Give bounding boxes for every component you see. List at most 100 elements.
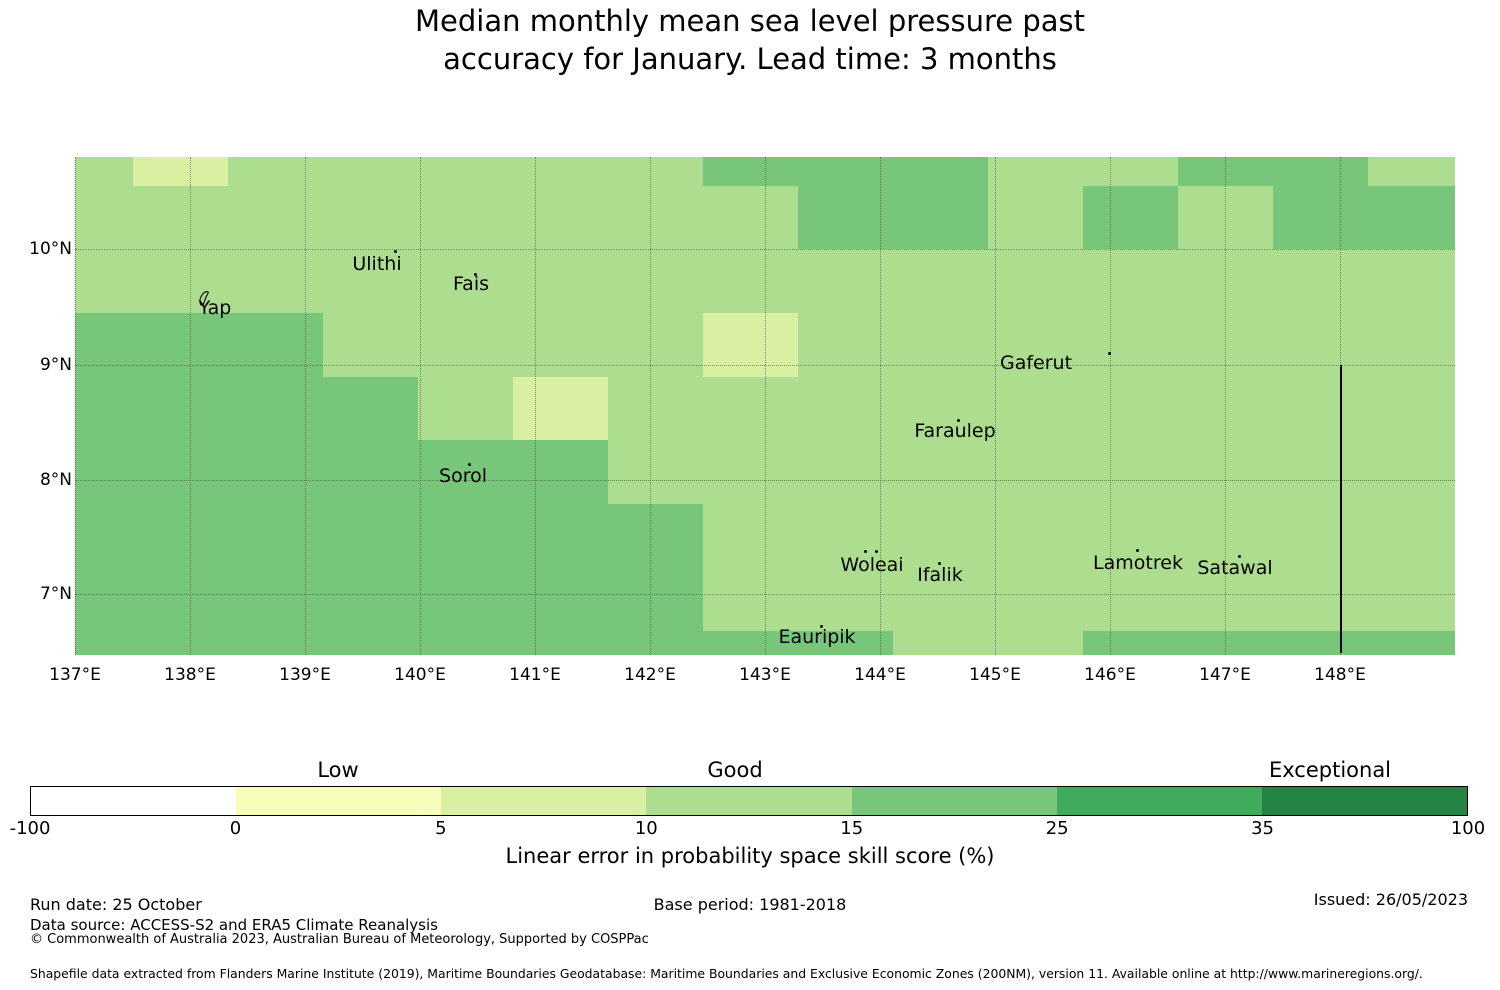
skill-score-map: Ulithi Fais Yap Gaferut Faraulep Sorol Woleai I… [75, 157, 1455, 655]
chart-title-line1: Median monthly mean sea level pressure p… [415, 4, 1085, 38]
map-cell [513, 440, 608, 504]
map-cell [418, 249, 513, 313]
map-cell [228, 567, 323, 631]
longitude-gridline [880, 157, 881, 655]
island-label-yap: Yap [198, 297, 232, 319]
map-cell [323, 157, 418, 186]
map-cell [133, 313, 228, 377]
map-cell [323, 249, 418, 313]
map-cell [133, 186, 228, 249]
map-cell [893, 313, 988, 377]
x-tick-label: 138°E [164, 665, 216, 685]
latitude-gridline [75, 249, 1455, 250]
map-cell [798, 313, 893, 377]
map-cell [228, 440, 323, 504]
x-tick-label: 148°E [1314, 665, 1366, 685]
y-tick-label: 10°N [29, 239, 72, 259]
map-cell [1368, 504, 1455, 567]
map-cell [798, 186, 893, 249]
longitude-gridline [995, 157, 996, 655]
island-marker-woleai [875, 550, 878, 553]
map-cell [798, 157, 893, 186]
longitude-gridline [1225, 157, 1226, 655]
map-cell [703, 186, 798, 249]
map-cell [323, 631, 418, 655]
map-cell [798, 440, 893, 504]
colorbar-segment [236, 787, 442, 815]
map-cell [323, 504, 418, 567]
map-cell [513, 504, 608, 567]
map-cell [418, 313, 513, 377]
map-cell [323, 186, 418, 249]
island-marker-eauripik [820, 625, 823, 628]
map-cell [1083, 631, 1178, 655]
map-cell [893, 440, 988, 504]
y-tick-label: 9°N [39, 355, 72, 375]
colorbar-segment [31, 787, 237, 815]
shapefile-note-text: Shapefile data extracted from Flanders M… [30, 966, 1423, 981]
latitude-gridline [75, 365, 1455, 366]
map-cell [703, 567, 798, 631]
map-cell [75, 249, 133, 313]
x-tick-label: 139°E [279, 665, 331, 685]
data-source-text: Data source: ACCESS-S2 and ERA5 Climate … [30, 916, 438, 934]
map-cell [798, 377, 893, 440]
island-marker-woleai [864, 550, 867, 553]
longitude-gridline [305, 157, 306, 655]
colorbar-tick-label: 35 [1251, 818, 1275, 839]
colorbar-tick-label: 10 [634, 818, 658, 839]
island-marker-sorol [468, 463, 471, 466]
map-cell [1083, 186, 1178, 249]
issued-date-text: Issued: 26/05/2023 [1313, 890, 1468, 909]
map-cell [988, 567, 1083, 631]
island-outline-yap [197, 290, 213, 312]
map-cell [988, 377, 1083, 440]
map-cell [608, 186, 703, 249]
longitude-gridline [1110, 157, 1111, 655]
island-label-sorol: Sorol [439, 465, 487, 487]
island-label-gaferut: Gaferut [999, 352, 1073, 374]
map-cell [1083, 504, 1178, 567]
map-cell [133, 157, 228, 186]
island-label-woleai: Woleai [840, 554, 904, 576]
map-cell [1083, 567, 1178, 631]
map-cell [1273, 440, 1368, 504]
map-cell [988, 157, 1083, 186]
map-cell [228, 631, 323, 655]
map-cell [893, 377, 988, 440]
colorbar-segment [646, 787, 852, 815]
map-cell [1368, 249, 1455, 313]
island-marker-fais [474, 273, 477, 276]
map-cell [703, 157, 798, 186]
colorbar-category-good: Good [707, 758, 763, 782]
map-cell [988, 440, 1083, 504]
map-cell [703, 504, 798, 567]
x-tick-label: 144°E [854, 665, 906, 685]
map-cell [133, 249, 228, 313]
island-label-faraulep: Faraulep [914, 420, 996, 442]
map-cell [75, 377, 133, 440]
map-cell [1083, 377, 1178, 440]
map-cell [988, 186, 1083, 249]
colorbar-axis-label: Linear error in probability space skill … [505, 844, 995, 868]
map-cell [608, 631, 703, 655]
map-cell [1273, 313, 1368, 377]
map-cell [323, 313, 418, 377]
colorbar-segment [1056, 787, 1262, 815]
map-cell [893, 631, 988, 655]
run-date-text: Run date: 25 October [30, 895, 202, 914]
x-tick-label: 142°E [624, 665, 676, 685]
colorbar-category-exceptional: Exceptional [1268, 758, 1392, 782]
map-cell [988, 249, 1083, 313]
map-cell [418, 377, 513, 440]
colorbar-tick-label: 15 [840, 818, 864, 839]
map-cell [228, 313, 323, 377]
map-cell [323, 567, 418, 631]
colorbar [30, 786, 1468, 816]
map-cell [418, 567, 513, 631]
map-cell [75, 157, 133, 186]
longitude-gridline [650, 157, 651, 655]
chart-title-line2: accuracy for January. Lead time: 3 month… [443, 42, 1057, 76]
map-cell [513, 313, 608, 377]
map-cell [1368, 631, 1455, 655]
